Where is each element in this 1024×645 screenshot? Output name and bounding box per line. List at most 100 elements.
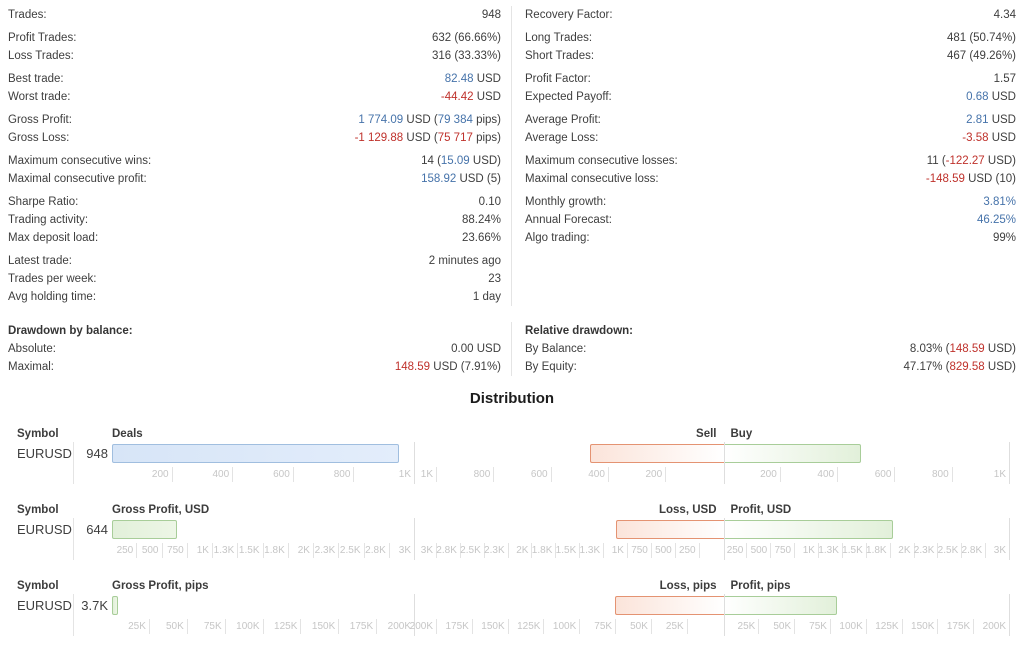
deals-header: Deals bbox=[112, 428, 143, 440]
stat-label: Best trade: bbox=[8, 73, 64, 85]
chart-edge-line bbox=[414, 442, 415, 484]
stat-label: Loss Trades: bbox=[8, 50, 74, 62]
stat-row: Trading activity: 88.24% Annual Forecast: 4… bbox=[0, 211, 1024, 229]
stat-cell: Loss Trades: 316 (33.33%) bbox=[0, 47, 512, 65]
axis-tick: 200K bbox=[377, 619, 437, 634]
stat-value: 99% bbox=[992, 232, 1016, 244]
stat-cell: Best trade: 82.48 USD bbox=[0, 65, 512, 88]
stat-label: Trades: bbox=[8, 9, 47, 21]
distribution-body-row: EURUSD 948 200 400 600 800 1K 1K 800 600 400 200 200… bbox=[0, 442, 1024, 484]
chart-edge-line bbox=[1009, 442, 1010, 484]
stat-cell: Max deposit load: 23.66% bbox=[0, 229, 512, 247]
axis-tick: 2.8K bbox=[401, 543, 461, 558]
axis-tick: 1.8K bbox=[831, 543, 891, 558]
axis-tick: 75K bbox=[771, 619, 831, 634]
stats-section: Trades: 948 Recovery Factor: 4.34 Profit Tra… bbox=[0, 6, 1024, 376]
stat-cell: Monthly growth: 3.81% bbox=[512, 188, 1024, 211]
axis-tick: 1K bbox=[759, 543, 819, 558]
axis-tick: 200 bbox=[721, 467, 781, 482]
stat-value: 0.68 USD bbox=[966, 91, 1016, 103]
symbol-column-header: Symbol bbox=[17, 504, 59, 516]
right-chart-headers: Loss, USD Profit, USD bbox=[437, 502, 1010, 518]
stats-band: Drawdown by balance: Relative drawdown: Ab… bbox=[0, 322, 1024, 376]
bar-row bbox=[112, 442, 415, 466]
stat-cell bbox=[512, 247, 1024, 270]
stat-label: Sharpe Ratio: bbox=[8, 196, 79, 208]
stat-value: 88.24% bbox=[461, 214, 501, 226]
axis-tick: 500 bbox=[711, 543, 772, 558]
stat-label: Gross Profit: bbox=[8, 114, 72, 126]
axis-tick: 75K bbox=[556, 619, 617, 634]
stat-cell: Average Loss: -3.58 USD bbox=[512, 129, 1024, 147]
axis: 200K 175K 150K 125K 100K 75K 50K 25K 25K 50K 75K 10… bbox=[410, 618, 1010, 636]
stat-value: 14 (15.09 USD) bbox=[421, 155, 501, 167]
profit-usd-header: Profit, USD bbox=[730, 504, 792, 516]
bar-row bbox=[437, 594, 1010, 618]
right-chart-headers: Loss, pips Profit, pips bbox=[437, 578, 1010, 594]
stat-row: Avg holding time: 1 day bbox=[0, 288, 1024, 306]
stat-cell bbox=[512, 270, 1024, 288]
axis-tick: 2.5K bbox=[425, 543, 485, 558]
stat-cell: Expected Payoff: 0.68 USD bbox=[512, 88, 1024, 106]
axis: 200 400 600 800 1K bbox=[112, 466, 415, 484]
loss-usd-bar bbox=[615, 520, 724, 539]
stat-value: 1 day bbox=[472, 291, 501, 303]
axis-tick: 250 bbox=[640, 543, 700, 558]
stat-value: 46.25% bbox=[976, 214, 1016, 226]
stat-cell: Gross Profit: 1 774.09 USD (79 384 pips) bbox=[0, 106, 512, 129]
distribution-row: Symbol Gross Profit, USD Loss, USD Profit, … bbox=[0, 502, 1024, 560]
profit-pips-bar bbox=[723, 596, 838, 615]
stat-cell: Maximal: 148.59 USD (7.91%) bbox=[0, 358, 512, 376]
stat-row: Maximal: 148.59 USD (7.91%) By Equity: 47.1… bbox=[0, 358, 1024, 376]
symbol-column-header: Symbol bbox=[17, 428, 59, 440]
stat-label: Average Profit: bbox=[525, 114, 601, 126]
axis-tick: 100K bbox=[807, 619, 867, 634]
axis-tick: 400 bbox=[778, 467, 839, 482]
header-gap bbox=[415, 578, 437, 594]
axis-tick: 200 bbox=[606, 467, 667, 482]
symbol-cell: EURUSD bbox=[0, 442, 74, 484]
stat-cell: Absolute: 0.00 USD bbox=[0, 340, 512, 358]
axis-tick: 150K bbox=[279, 619, 340, 634]
stat-value: 23 bbox=[488, 273, 501, 285]
chart-edge-line bbox=[1009, 518, 1010, 560]
chart-center-line bbox=[723, 442, 725, 484]
stat-cell: By Balance: 8.03% (148.59 USD) bbox=[512, 340, 1024, 358]
axis: 250 500 750 1K 1.3K 1.5K 1.8K 2K 2.3K 2.5K 2.8K 3K bbox=[112, 542, 415, 560]
stat-cell: Trades per week: 23 bbox=[0, 270, 512, 288]
stat-cell: Trades: 948 bbox=[0, 6, 512, 24]
gross-profit-pips-chart: 25K 50K 75K 100K 125K 150K 175K 200K bbox=[112, 594, 415, 636]
stat-label: Maximum consecutive losses: bbox=[525, 155, 678, 167]
axis-tick: 125K bbox=[484, 619, 545, 634]
stat-value: 148.59 USD (7.91%) bbox=[394, 361, 501, 373]
distribution-section: Symbol Deals Sell Buy EURUSD 948 200 400 600 800 1… bbox=[0, 426, 1024, 636]
axis-tick: 1.3K bbox=[544, 543, 605, 558]
distribution-row: Symbol Deals Sell Buy EURUSD 948 200 400 600 800 1… bbox=[0, 426, 1024, 484]
header-gap bbox=[415, 426, 437, 442]
axis-tick: 2.3K bbox=[279, 543, 340, 558]
stat-cell: Short Trades: 467 (49.26%) bbox=[512, 47, 1024, 65]
count-cell: 948 bbox=[86, 446, 108, 461]
stat-cell: Relative drawdown: bbox=[512, 322, 1024, 340]
stat-label: Max deposit load: bbox=[8, 232, 99, 244]
stat-cell: Maximum consecutive wins: 14 (15.09 USD) bbox=[0, 147, 512, 170]
axis-tick: 1.3K bbox=[783, 543, 843, 558]
distribution-body-row: EURUSD 3.7K 25K 50K 75K 100K 125K 150K 175K 200K 2… bbox=[0, 594, 1024, 636]
axis-tick: 2K bbox=[254, 543, 314, 558]
axis-tick: 50K bbox=[735, 619, 796, 634]
stat-row: Drawdown by balance: Relative drawdown: bbox=[0, 322, 1024, 340]
axis-tick: 175K bbox=[413, 619, 473, 634]
loss-pips-profit-pips-chart: 200K 175K 150K 125K 100K 75K 50K 25K 25K 50K 75K 10… bbox=[410, 594, 1010, 636]
axis-tick: 3K bbox=[950, 543, 1010, 558]
stat-value: 3.81% bbox=[983, 196, 1016, 208]
distribution-header-row: Symbol Deals Sell Buy bbox=[0, 426, 1024, 442]
axis-tick: 175K bbox=[317, 619, 378, 634]
stat-cell: Worst trade: -44.42 USD bbox=[0, 88, 512, 106]
stat-label: Maximal consecutive profit: bbox=[8, 173, 147, 185]
axis-tick: 750 bbox=[735, 543, 796, 558]
stat-label: Annual Forecast: bbox=[525, 214, 612, 226]
stat-row: Gross Loss: -1 129.88 USD (75 717 pips) Av… bbox=[0, 129, 1024, 147]
sell-buy-chart: 1K 800 600 400 200 200 400 600 800 1K bbox=[421, 442, 1010, 484]
buy-bar bbox=[723, 444, 862, 463]
stat-value: -1 129.88 USD (75 717 pips) bbox=[354, 132, 501, 144]
